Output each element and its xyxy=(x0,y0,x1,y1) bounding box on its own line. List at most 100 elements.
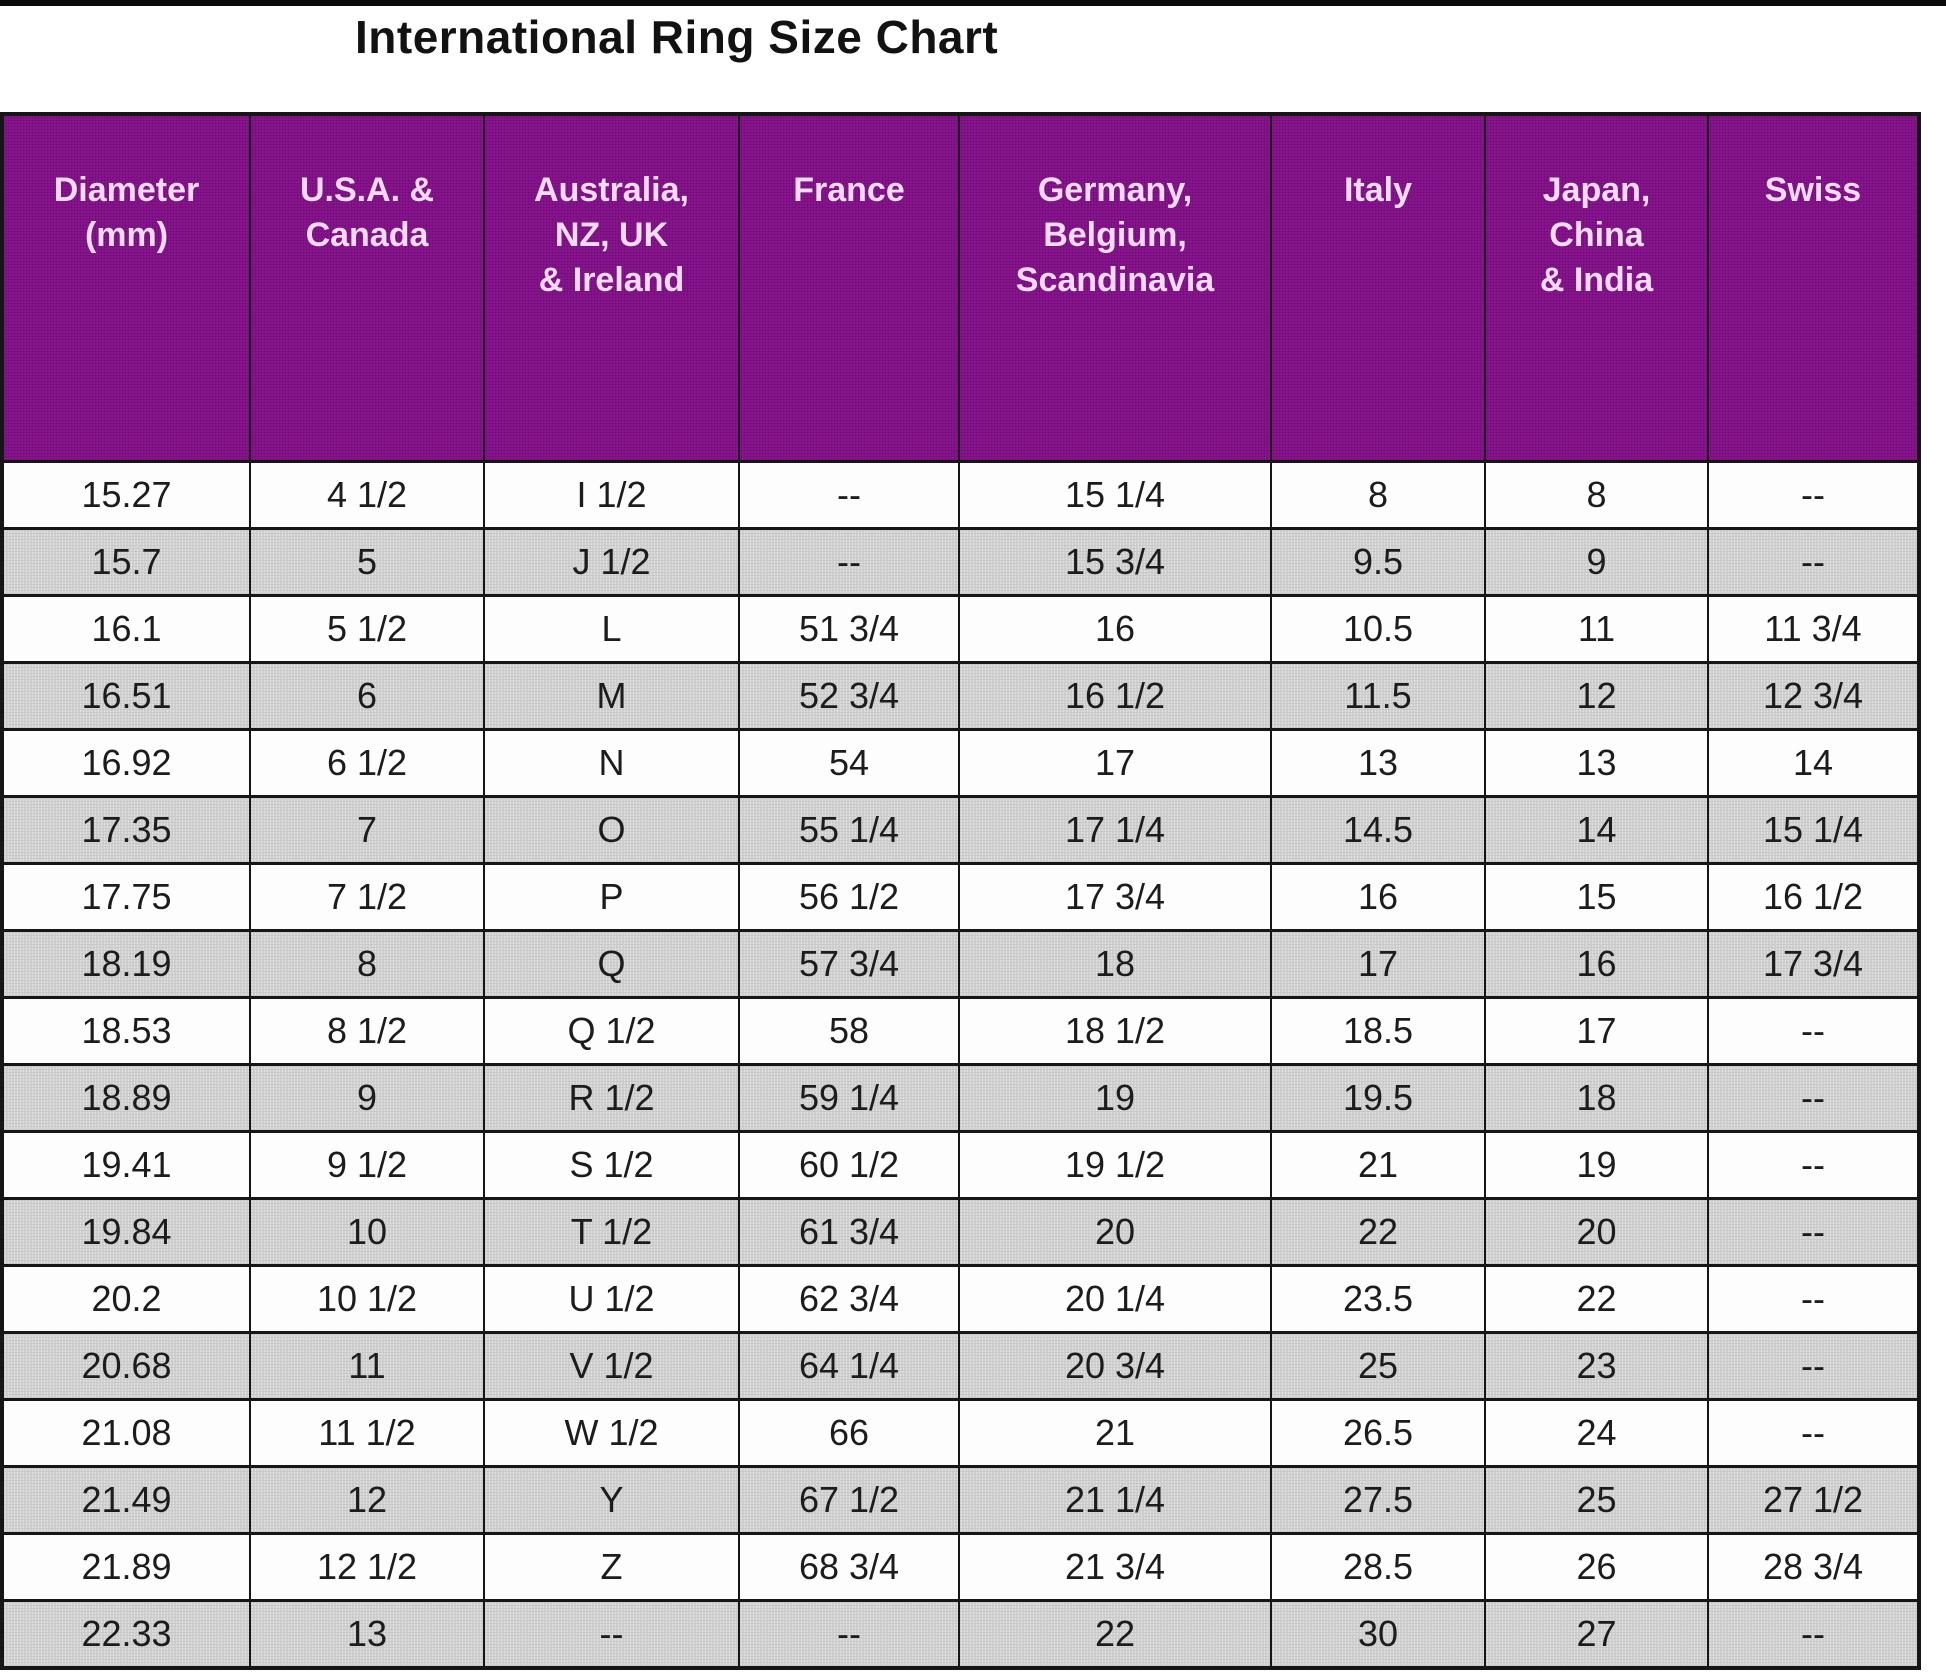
table-cell: I 1/2 xyxy=(483,460,740,530)
table-row: 18.53 8 1/2 Q 1/2 58 18 1/2 18.5 17 -- xyxy=(1,996,1920,1066)
table-cell: 23.5 xyxy=(1270,1264,1486,1334)
table-cell: 28 3/4 xyxy=(1707,1532,1920,1602)
header-cell: Diameter (mm) xyxy=(1,112,251,463)
table-cell: -- xyxy=(1707,527,1920,597)
table-cell: 18.89 xyxy=(1,1063,251,1133)
table-cell: 8 xyxy=(249,929,485,999)
table-cell: 4 1/2 xyxy=(249,460,485,530)
table-cell: 8 xyxy=(1484,460,1709,530)
table-cell: J 1/2 xyxy=(483,527,740,597)
table-cell: 62 3/4 xyxy=(738,1264,960,1334)
table-cell: 20 3/4 xyxy=(958,1331,1272,1401)
table-cell: 16 xyxy=(958,594,1272,664)
table-cell: 26.5 xyxy=(1270,1398,1486,1468)
table-cell: -- xyxy=(1707,1398,1920,1468)
table-cell: 56 1/2 xyxy=(738,862,960,932)
table-cell: L xyxy=(483,594,740,664)
table-cell: 14.5 xyxy=(1270,795,1486,865)
table-cell: 52 3/4 xyxy=(738,661,960,731)
table-cell: 18 xyxy=(1484,1063,1709,1133)
table-row: 20.68 11 V 1/2 64 1/4 20 3/4 25 23 -- xyxy=(1,1331,1920,1401)
table-cell: 21.08 xyxy=(1,1398,251,1468)
table-cell: 16 1/2 xyxy=(1707,862,1920,932)
table-cell: V 1/2 xyxy=(483,1331,740,1401)
table-cell: 22 xyxy=(1484,1264,1709,1334)
table-cell: 9 1/2 xyxy=(249,1130,485,1200)
table-cell: 9 xyxy=(249,1063,485,1133)
table-cell: -- xyxy=(1707,460,1920,530)
table-row: 18.19 8 Q 57 3/4 18 17 16 17 3/4 xyxy=(1,929,1920,999)
table-cell: Q 1/2 xyxy=(483,996,740,1066)
table-cell: -- xyxy=(483,1599,740,1670)
table-cell: 21 xyxy=(1270,1130,1486,1200)
table-cell: 12 xyxy=(1484,661,1709,731)
table-cell: 27 1/2 xyxy=(1707,1465,1920,1535)
table-cell: 20.2 xyxy=(1,1264,251,1334)
table-cell: 15 1/4 xyxy=(1707,795,1920,865)
table-cell: W 1/2 xyxy=(483,1398,740,1468)
table-cell: 12 3/4 xyxy=(1707,661,1920,731)
table-cell: 16 xyxy=(1270,862,1486,932)
table-row: 16.51 6 M 52 3/4 16 1/2 11.5 12 12 3/4 xyxy=(1,661,1920,731)
table-cell: 15.27 xyxy=(1,460,251,530)
table-cell: 18 xyxy=(958,929,1272,999)
table-cell: 19.84 xyxy=(1,1197,251,1267)
table-body: 15.27 4 1/2 I 1/2 -- 15 1/4 8 8 -- 15.7 5 J 1/2 -- 1… xyxy=(1,460,1920,1670)
table-cell: 30 xyxy=(1270,1599,1486,1670)
table-cell: -- xyxy=(1707,1264,1920,1334)
table-cell: -- xyxy=(738,460,960,530)
table-cell: 59 1/4 xyxy=(738,1063,960,1133)
table-cell: 21 1/4 xyxy=(958,1465,1272,1535)
table-cell: 19 1/2 xyxy=(958,1130,1272,1200)
table-cell: 11 1/2 xyxy=(249,1398,485,1468)
table-row: 16.1 5 1/2 L 51 3/4 16 10.5 11 11 3/4 xyxy=(1,594,1920,664)
table-cell: 19 xyxy=(1484,1130,1709,1200)
table-cell: 11.5 xyxy=(1270,661,1486,731)
table-row: 20.2 10 1/2 U 1/2 62 3/4 20 1/4 23.5 22 -- xyxy=(1,1264,1920,1334)
header-cell: Japan, China & India xyxy=(1484,112,1709,463)
table-cell: O xyxy=(483,795,740,865)
table-cell: 15.7 xyxy=(1,527,251,597)
table-cell: 24 xyxy=(1484,1398,1709,1468)
table-cell: 68 3/4 xyxy=(738,1532,960,1602)
table-cell: 20 xyxy=(958,1197,1272,1267)
table-cell: 27 xyxy=(1484,1599,1709,1670)
table-row: 16.92 6 1/2 N 54 17 13 13 14 xyxy=(1,728,1920,798)
table-cell: 17 3/4 xyxy=(958,862,1272,932)
table-cell: 6 xyxy=(249,661,485,731)
table-cell: 18.19 xyxy=(1,929,251,999)
table-cell: -- xyxy=(1707,1599,1920,1670)
header-row: Diameter (mm) U.S.A. & Canada Australia, N… xyxy=(1,112,1920,463)
table-cell: 11 xyxy=(1484,594,1709,664)
table-cell: 61 3/4 xyxy=(738,1197,960,1267)
table-cell: 15 3/4 xyxy=(958,527,1272,597)
table-cell: 11 3/4 xyxy=(1707,594,1920,664)
table-cell: N xyxy=(483,728,740,798)
table-cell: 9.5 xyxy=(1270,527,1486,597)
header-cell: France xyxy=(738,112,960,463)
table-cell: 54 xyxy=(738,728,960,798)
table-cell: 13 xyxy=(249,1599,485,1670)
table-cell: 16.1 xyxy=(1,594,251,664)
table-cell: 7 1/2 xyxy=(249,862,485,932)
table-cell: 17 xyxy=(1270,929,1486,999)
table-cell: 20 1/4 xyxy=(958,1264,1272,1334)
table-cell: Q xyxy=(483,929,740,999)
table-row: 18.89 9 R 1/2 59 1/4 19 19.5 18 -- xyxy=(1,1063,1920,1133)
table-cell: 13 xyxy=(1270,728,1486,798)
table-cell: 15 1/4 xyxy=(958,460,1272,530)
header-cell: Australia, NZ, UK & Ireland xyxy=(483,112,740,463)
table-cell: 19.5 xyxy=(1270,1063,1486,1133)
table-cell: 51 3/4 xyxy=(738,594,960,664)
table-cell: 19 xyxy=(958,1063,1272,1133)
table-cell: 12 1/2 xyxy=(249,1532,485,1602)
table-cell: -- xyxy=(1707,1063,1920,1133)
table-cell: 10 xyxy=(249,1197,485,1267)
table-cell: 9 xyxy=(1484,527,1709,597)
table-cell: 66 xyxy=(738,1398,960,1468)
table-cell: Z xyxy=(483,1532,740,1602)
table-cell: 5 1/2 xyxy=(249,594,485,664)
table-cell: Y xyxy=(483,1465,740,1535)
table-cell: 21.49 xyxy=(1,1465,251,1535)
